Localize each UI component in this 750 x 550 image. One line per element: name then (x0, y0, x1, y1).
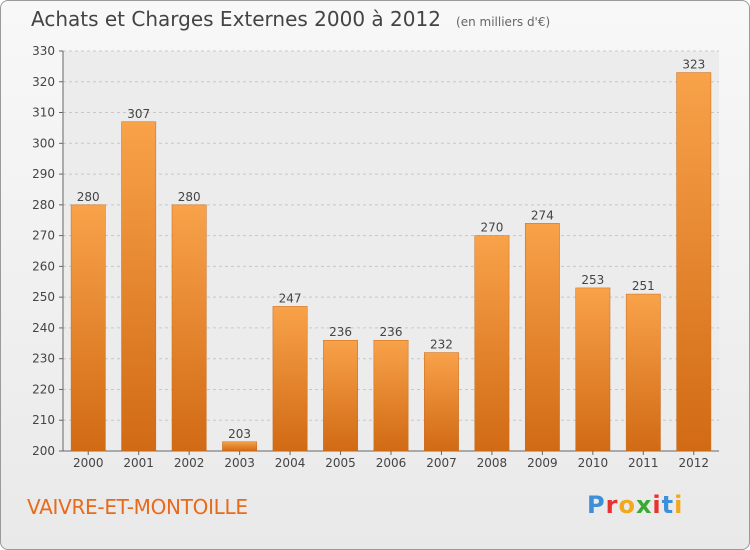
bar-chart: 200 210 220 230 240 250 260 270 280 290 300 310 320 3… (32, 44, 719, 470)
bar-2009 (524, 223, 560, 452)
data-label: 253 (581, 273, 604, 287)
data-label: 247 (279, 291, 302, 305)
y-tick-label: 300 (32, 136, 55, 150)
data-label: 251 (632, 279, 655, 293)
logo-letter: r (605, 491, 619, 519)
x-tick-label: 2000 (73, 456, 104, 470)
data-label: 274 (531, 208, 554, 222)
bar-2011 (625, 293, 661, 452)
data-label: 280 (77, 190, 100, 204)
title-row: Achats et Charges Externes 2000 à 2012 (… (31, 7, 550, 31)
logo-letter: x (635, 491, 653, 519)
x-tick-label: 2007 (426, 456, 457, 470)
y-tick-label: 330 (32, 44, 55, 58)
bar-2006 (373, 339, 409, 452)
x-tick-label: 2011 (628, 456, 659, 470)
bar-2007 (424, 352, 459, 452)
bar-2012 (676, 72, 712, 452)
data-labels: 280 307 280 203 247 236 236 232 270 274 253 251 323 (77, 58, 705, 441)
x-tick-label: 2006 (376, 456, 407, 470)
data-label: 236 (380, 325, 403, 339)
y-tick-label: 210 (32, 413, 55, 427)
logo-letter: o (618, 491, 636, 519)
x-tick-label: 2009 (527, 456, 558, 470)
chart-title: Achats et Charges Externes 2000 à 2012 (31, 7, 441, 31)
y-tick-label: 220 (32, 382, 55, 396)
bar-2005 (323, 339, 358, 452)
y-tick-label: 280 (32, 198, 55, 212)
bar-2000 (70, 204, 106, 452)
logo-letter: i (674, 491, 684, 519)
data-label: 203 (228, 427, 251, 441)
x-tick-label: 2002 (174, 456, 205, 470)
bar-2002 (171, 204, 207, 452)
logo-letter: t (661, 491, 675, 519)
y-tick-label: 260 (32, 259, 55, 273)
logo-letter: P (587, 491, 606, 519)
data-label: 236 (329, 325, 352, 339)
data-label: 307 (127, 107, 150, 121)
bar-2010 (575, 287, 611, 452)
proxiti-logo: Proxiti (587, 491, 683, 519)
y-tick-label: 240 (32, 321, 55, 335)
y-tick-label: 290 (32, 167, 55, 181)
y-tick-label: 230 (32, 352, 55, 366)
logo-letter: i (652, 491, 662, 519)
data-label: 280 (178, 190, 201, 204)
data-label: 232 (430, 338, 453, 352)
x-tick-label: 2004 (275, 456, 306, 470)
x-tick-label: 2010 (578, 456, 609, 470)
bar-2004 (272, 306, 308, 452)
x-tick-label: 2008 (477, 456, 508, 470)
data-label: 323 (682, 58, 705, 72)
bar-2008 (474, 235, 510, 452)
x-tick-label: 2001 (123, 456, 154, 470)
y-tick-label: 200 (32, 444, 55, 458)
x-tick-label: 2003 (224, 456, 255, 470)
x-axis: 2000 2001 2002 2003 2004 2005 2006 2007 2008 2009… (73, 451, 709, 470)
location-name: VAIVRE-ET-MONTOILLE (27, 495, 248, 519)
y-tick-label: 320 (32, 75, 55, 89)
bars (70, 72, 712, 452)
bar-2001 (121, 121, 157, 452)
y-tick-label: 250 (32, 290, 55, 304)
data-label: 270 (480, 221, 503, 235)
bar-2003 (222, 441, 258, 452)
x-tick-label: 2005 (325, 456, 356, 470)
chart-subtitle: (en milliers d'€) (456, 15, 551, 29)
x-tick-label: 2012 (678, 456, 709, 470)
y-tick-label: 270 (32, 229, 55, 243)
y-tick-label: 310 (32, 106, 55, 120)
